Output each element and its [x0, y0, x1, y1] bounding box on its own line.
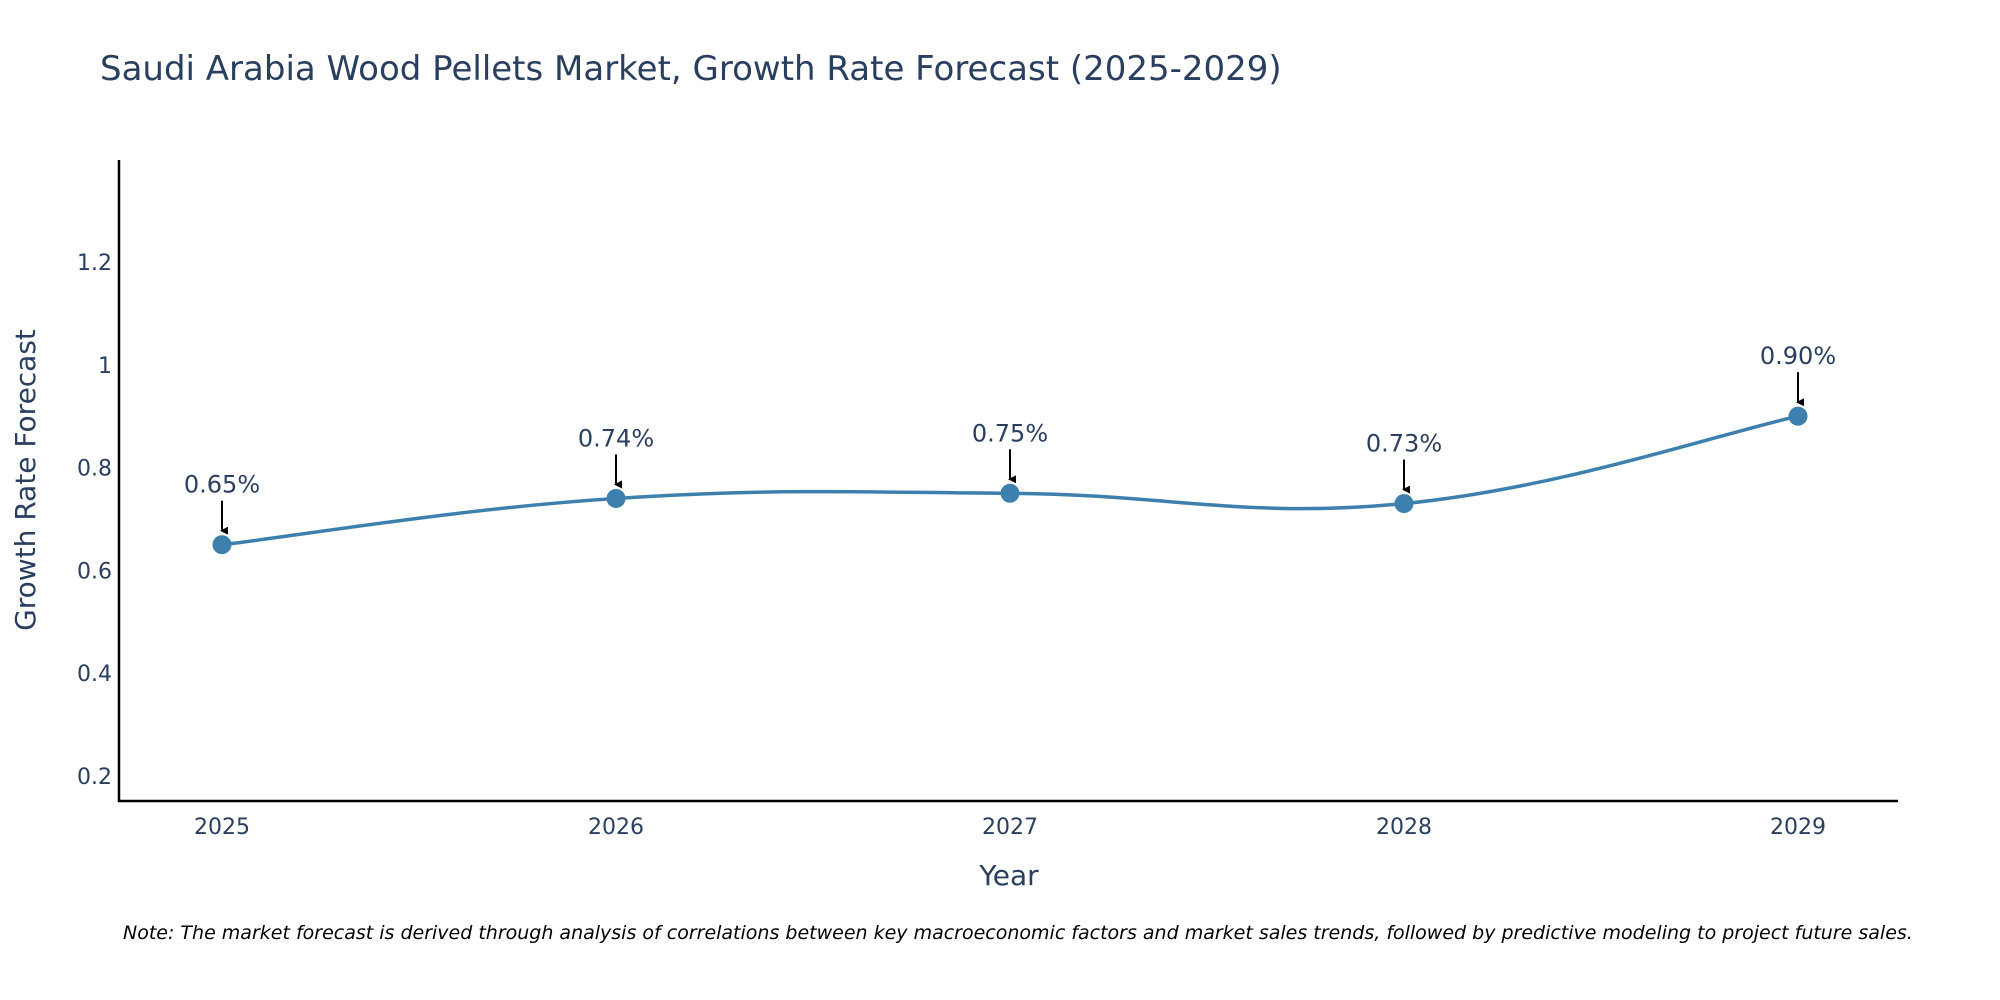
data-point: [1788, 406, 1808, 426]
x-tick-labels: 2025 2026 2027 2028 2029: [194, 815, 1826, 840]
x-tick-label: 2026: [588, 815, 644, 840]
y-tick-label: 0.8: [77, 457, 112, 482]
data-label: 0.73%: [1366, 430, 1442, 458]
x-axis-title: Year: [978, 859, 1039, 892]
y-tick-label: 0.4: [77, 662, 112, 687]
y-axis-title: Growth Rate Forecast: [9, 329, 42, 631]
x-tick-label: 2025: [194, 815, 250, 840]
chart-title: Saudi Arabia Wood Pellets Market, Growth…: [100, 49, 1282, 89]
data-label: 0.75%: [972, 419, 1048, 447]
data-point: [1000, 483, 1020, 503]
y-tick-labels: 0.2 0.4 0.6 0.8 1 1.2: [77, 251, 112, 790]
data-label: 0.65%: [184, 471, 260, 499]
footnote: Note: The market forecast is derived thr…: [123, 922, 1913, 944]
y-tick-label: 1: [98, 354, 112, 379]
data-label: 0.74%: [578, 424, 654, 452]
x-tick-label: 2028: [1376, 815, 1432, 840]
data-label: 0.90%: [1760, 342, 1836, 370]
data-point: [212, 535, 232, 555]
data-point: [606, 488, 626, 508]
y-tick-label: 0.2: [77, 765, 112, 790]
data-annotations: 0.65% 0.74% 0.75% 0.73% 0.90%: [184, 342, 1836, 535]
x-tick-label: 2029: [1770, 815, 1826, 840]
y-tick-label: 0.6: [77, 559, 112, 584]
y-tick-label: 1.2: [77, 251, 112, 276]
x-tick-label: 2027: [982, 815, 1038, 840]
data-point: [1394, 494, 1414, 514]
data-points: [212, 406, 1808, 555]
